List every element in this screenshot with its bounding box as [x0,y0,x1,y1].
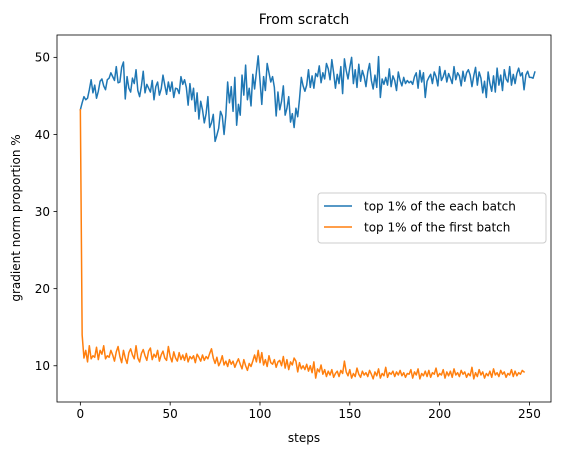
legend: top 1% of the each batch top 1% of the fi… [317,192,547,244]
legend-box [317,192,547,244]
axes-layer: 0 50 100 150 200 250 10 20 30 40 50 [35,34,552,421]
x-axis-label: steps [288,431,320,445]
x-tick-label: 250 [518,407,541,421]
y-tick-label: 10 [35,359,50,373]
legend-label: top 1% of the each batch [364,199,516,213]
y-tick-label: 50 [35,51,50,65]
legend-label: top 1% of the first batch [364,220,510,234]
series-line-2 [79,109,526,380]
x-tick-label: 0 [77,407,85,421]
chart-title: From scratch [259,12,350,28]
y-tick-label: 30 [35,205,50,219]
series-layer [79,55,536,380]
y-tick-label: 20 [35,282,50,296]
x-tick-label: 100 [249,407,272,421]
y-tick-label: 40 [35,128,50,142]
x-tick-label: 50 [163,407,178,421]
plot-frame [56,34,552,403]
series-line-1 [79,55,536,143]
y-axis-label: gradient norm proportion % [9,134,23,301]
x-tick-label: 200 [428,407,451,421]
x-tick-label: 150 [338,407,361,421]
